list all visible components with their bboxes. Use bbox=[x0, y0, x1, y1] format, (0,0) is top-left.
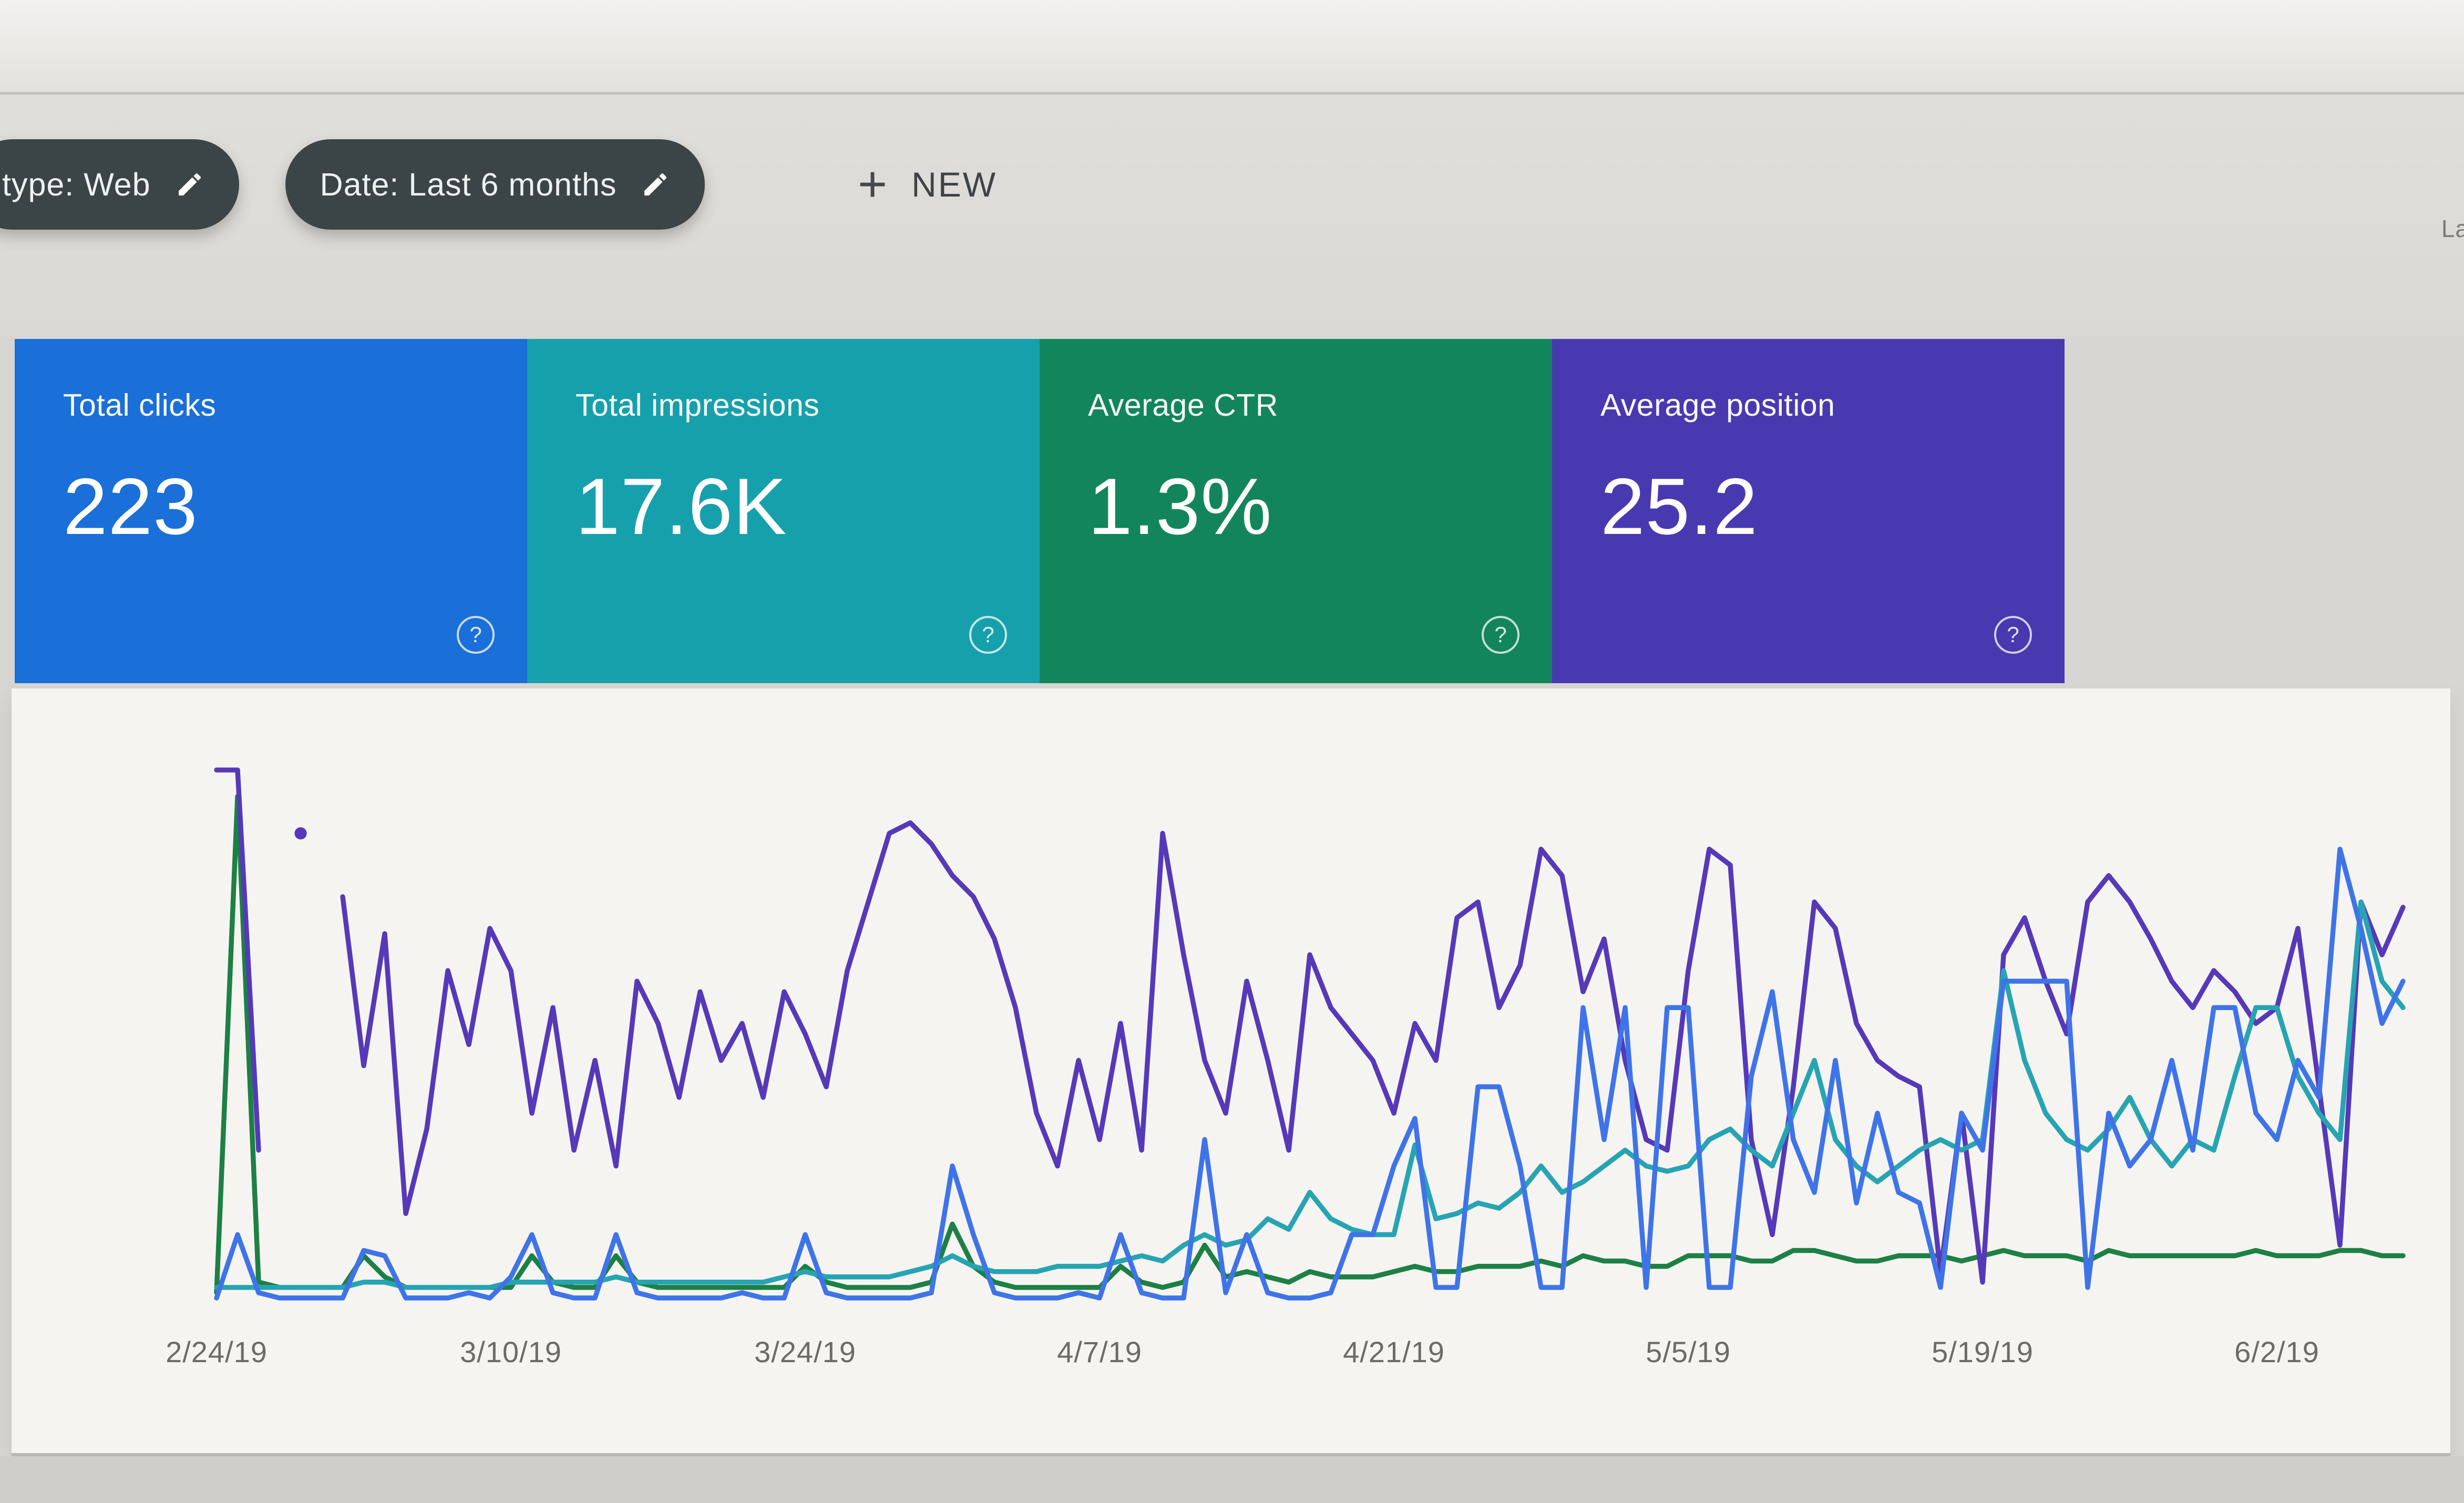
series-line-position bbox=[214, 767, 2406, 1285]
help-button[interactable]: ? bbox=[1994, 616, 2032, 654]
monitor-bezel-edge bbox=[0, 0, 2464, 95]
metric-card-total-impressions[interactable]: Total impressions 17.6K ? bbox=[527, 339, 1040, 683]
series-line-impressions bbox=[214, 899, 2406, 1290]
metric-card-value: 1.3% bbox=[1088, 462, 1272, 551]
metric-card-label: Total clicks bbox=[63, 388, 217, 423]
help-button[interactable]: ? bbox=[457, 616, 495, 654]
panel-bottom-margin bbox=[0, 1456, 2464, 1503]
filter-chip-row: type: Web Date: Last 6 months bbox=[0, 139, 705, 230]
filter-toolbar: type: Web Date: Last 6 months + NEW bbox=[0, 95, 2464, 336]
series-line-ctr bbox=[214, 794, 2406, 1295]
x-axis-label: 3/24/19 bbox=[754, 1335, 856, 1368]
x-axis-label: 4/21/19 bbox=[1343, 1335, 1445, 1368]
x-axis-label: 3/10/19 bbox=[460, 1335, 562, 1368]
x-axis-label: 5/19/19 bbox=[1932, 1335, 2034, 1368]
metric-card-value: 223 bbox=[63, 462, 198, 551]
metric-card-value: 17.6K bbox=[576, 462, 787, 551]
metric-card-total-clicks[interactable]: Total clicks 223 ? bbox=[15, 339, 527, 683]
filter-chip-search-type[interactable]: type: Web bbox=[0, 139, 239, 230]
performance-line-chart[interactable] bbox=[211, 749, 2408, 1309]
pencil-icon bbox=[178, 173, 201, 195]
filter-chip-search-type-label: type: Web bbox=[2, 167, 151, 202]
series-point-position bbox=[294, 827, 307, 840]
help-button[interactable]: ? bbox=[1482, 616, 1520, 654]
performance-chart-panel: 2/24/19 3/10/19 3/24/19 4/7/19 4/21/19 5/5/19… bbox=[12, 688, 2450, 1453]
metric-card-label: Total impressions bbox=[576, 388, 820, 423]
metric-card-average-position[interactable]: Average position 25.2 ? bbox=[1552, 339, 2065, 683]
new-filter-label: NEW bbox=[911, 165, 998, 204]
plus-icon: + bbox=[858, 156, 888, 212]
metric-card-label: Average position bbox=[1600, 388, 1835, 423]
question-mark-icon: ? bbox=[469, 622, 482, 647]
x-axis-label: 2/24/19 bbox=[166, 1335, 268, 1368]
filter-chip-date-range-label: Date: Last 6 months bbox=[320, 167, 617, 202]
filter-chip-date-range[interactable]: Date: Last 6 months bbox=[285, 139, 705, 230]
metric-card-average-ctr[interactable]: Average CTR 1.3% ? bbox=[1040, 339, 1552, 683]
metric-card-label: Average CTR bbox=[1088, 388, 1278, 423]
clipped-last-updated-text: La bbox=[2441, 215, 2464, 242]
summary-cards-row: Total clicks 223 ? Total impressions 17.… bbox=[15, 339, 2065, 683]
metric-card-value: 25.2 bbox=[1600, 462, 1758, 551]
question-mark-icon: ? bbox=[2007, 622, 2019, 647]
help-button[interactable]: ? bbox=[969, 616, 1007, 654]
x-axis-tick-row: 2/24/19 3/10/19 3/24/19 4/7/19 4/21/19 5/5/19… bbox=[12, 1335, 2450, 1382]
new-filter-button[interactable]: + NEW bbox=[858, 139, 997, 230]
question-mark-icon: ? bbox=[982, 622, 994, 647]
x-axis-label: 6/2/19 bbox=[2234, 1335, 2319, 1368]
x-axis-label: 4/7/19 bbox=[1057, 1335, 1142, 1368]
pencil-icon bbox=[644, 173, 667, 195]
x-axis-label: 5/5/19 bbox=[1646, 1335, 1731, 1368]
question-mark-icon: ? bbox=[1494, 622, 1507, 647]
series-line-clicks bbox=[214, 847, 2406, 1301]
